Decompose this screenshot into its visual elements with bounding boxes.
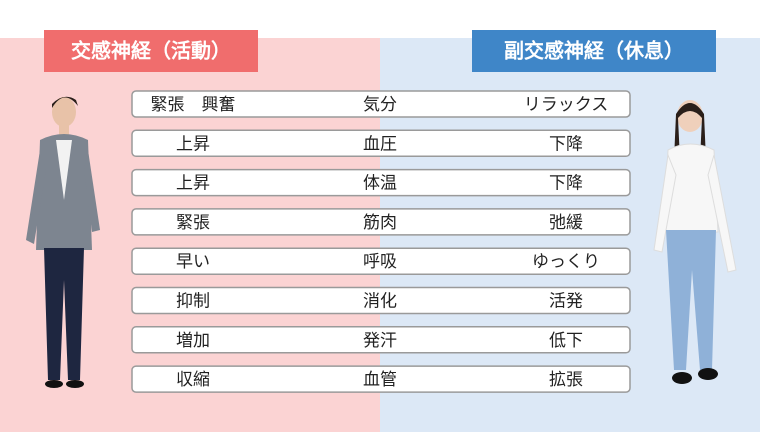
sympathetic-cell: 収縮 <box>176 370 210 390</box>
item-cell: 血管 <box>363 370 397 390</box>
sympathetic-cell: 早い <box>176 252 210 272</box>
parasympathetic-cell: リラックス <box>524 95 609 115</box>
row-box <box>131 365 631 393</box>
sympathetic-cell: 緊張 興奮 <box>151 95 236 115</box>
sympathetic-cell: 緊張 <box>176 213 210 233</box>
item-cell: 気分 <box>363 95 397 115</box>
parasympathetic-cell: 活発 <box>549 292 583 312</box>
sympathetic-cell: 増加 <box>176 331 210 351</box>
row-box <box>131 247 631 275</box>
item-cell: 呼吸 <box>363 252 397 272</box>
row-box <box>131 208 631 236</box>
item-cell: 発汗 <box>363 331 397 351</box>
parasympathetic-cell: 拡張 <box>549 370 583 390</box>
item-cell: 筋肉 <box>363 213 397 233</box>
left-header-box <box>44 30 258 72</box>
parasympathetic-cell: 下降 <box>549 134 583 154</box>
left-figure <box>26 96 100 388</box>
row-box <box>131 326 631 354</box>
row-box <box>131 90 631 118</box>
row-box <box>131 286 631 315</box>
parasympathetic-cell: 低下 <box>549 331 583 351</box>
item-cell: 消化 <box>363 292 397 312</box>
item-cell: 体温 <box>363 174 397 194</box>
sympathetic-cell: 抑制 <box>176 292 210 312</box>
item-cell: 血圧 <box>363 134 397 154</box>
row-box <box>131 168 631 197</box>
row-box <box>131 129 631 158</box>
sympathetic-cell: 上昇 <box>176 134 210 154</box>
right-header-box <box>472 30 716 72</box>
right-header: 副交感神経（休息） <box>504 39 684 63</box>
left-header: 交感神経（活動） <box>71 39 231 63</box>
parasympathetic-cell: 弛緩 <box>549 213 583 233</box>
right-figure <box>653 100 737 384</box>
parasympathetic-cell: 下降 <box>549 174 583 194</box>
parasympathetic-cell: ゆっくり <box>532 252 600 272</box>
sympathetic-cell: 上昇 <box>176 174 210 194</box>
